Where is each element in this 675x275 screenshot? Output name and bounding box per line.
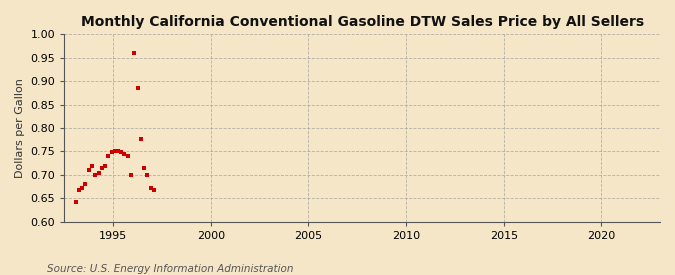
Point (145, 186, 156, 190)
Point (99, 163, 110, 168)
Point (83, 168, 94, 172)
Point (90, 173, 101, 177)
Point (113, 148, 124, 153)
Point (106, 150, 117, 155)
Text: Source: U.S. Energy Information Administration: Source: U.S. Energy Information Administ… (47, 264, 294, 274)
Point (103, 154, 113, 158)
Point (132, 86, 143, 90)
Point (122, 154, 133, 158)
Point (148, 188, 159, 192)
Point (138, 166, 149, 170)
Point (109, 149, 120, 154)
Point (136, 137, 146, 141)
Point (70, 199, 81, 204)
Point (74, 188, 84, 192)
Title: Monthly California Conventional Gasoline DTW Sales Price by All Sellers: Monthly California Conventional Gasoline… (80, 15, 644, 29)
Point (86, 164, 97, 169)
Point (80, 182, 91, 186)
Point (119, 152, 130, 156)
Point (97, 166, 107, 170)
Point (126, 173, 136, 177)
Point (142, 173, 153, 177)
Point (77, 186, 88, 190)
Point (116, 150, 127, 155)
Y-axis label: Dollars per Gallon: Dollars per Gallon (15, 78, 25, 178)
Point (93, 170, 104, 175)
Point (129, 51, 140, 55)
